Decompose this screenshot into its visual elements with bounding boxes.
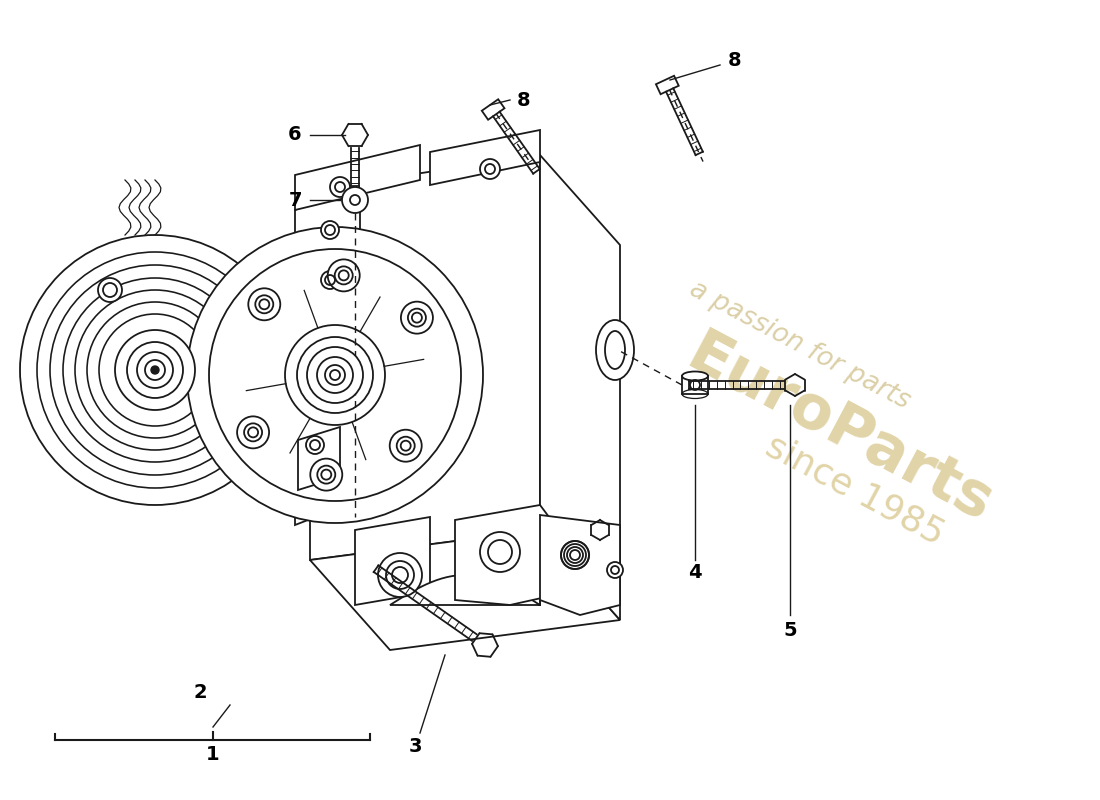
Circle shape — [285, 325, 385, 425]
Circle shape — [480, 532, 520, 572]
Text: 2: 2 — [194, 682, 207, 702]
Polygon shape — [295, 185, 360, 525]
Circle shape — [321, 356, 339, 374]
Circle shape — [116, 330, 195, 410]
Circle shape — [249, 288, 280, 320]
Polygon shape — [298, 427, 340, 490]
Text: 3: 3 — [408, 738, 421, 757]
Circle shape — [328, 259, 360, 291]
Circle shape — [324, 365, 345, 385]
Polygon shape — [295, 145, 420, 210]
Text: a passion for parts: a passion for parts — [685, 276, 915, 414]
Circle shape — [480, 159, 501, 179]
Circle shape — [342, 187, 369, 213]
Circle shape — [310, 458, 342, 490]
Text: since 1985: since 1985 — [760, 429, 950, 551]
Circle shape — [307, 347, 363, 403]
Text: 4: 4 — [689, 562, 702, 582]
Circle shape — [187, 227, 483, 523]
Text: EuroParts: EuroParts — [678, 325, 1003, 535]
Ellipse shape — [596, 320, 634, 380]
Polygon shape — [540, 515, 620, 615]
Circle shape — [607, 562, 623, 578]
Circle shape — [238, 416, 270, 448]
Polygon shape — [355, 517, 430, 605]
Circle shape — [378, 553, 422, 597]
Text: 8: 8 — [517, 90, 531, 110]
Polygon shape — [540, 155, 620, 620]
Circle shape — [306, 436, 324, 454]
Polygon shape — [390, 555, 540, 605]
Circle shape — [98, 278, 122, 302]
Polygon shape — [455, 505, 556, 605]
Circle shape — [321, 271, 339, 289]
Text: 6: 6 — [288, 126, 301, 145]
Circle shape — [151, 366, 160, 374]
Text: 1: 1 — [206, 746, 220, 765]
Circle shape — [321, 221, 339, 239]
Polygon shape — [310, 155, 540, 560]
Circle shape — [330, 177, 350, 197]
Text: 5: 5 — [783, 621, 796, 639]
Polygon shape — [482, 99, 505, 120]
Circle shape — [400, 302, 433, 334]
Text: 8: 8 — [728, 50, 741, 70]
Circle shape — [20, 235, 290, 505]
Ellipse shape — [682, 371, 708, 381]
Circle shape — [561, 541, 588, 569]
Polygon shape — [430, 130, 540, 185]
Polygon shape — [656, 76, 679, 94]
Text: 7: 7 — [288, 190, 301, 210]
Circle shape — [389, 430, 421, 462]
Circle shape — [138, 352, 173, 388]
Bar — [682, 376, 708, 394]
Polygon shape — [310, 530, 620, 650]
